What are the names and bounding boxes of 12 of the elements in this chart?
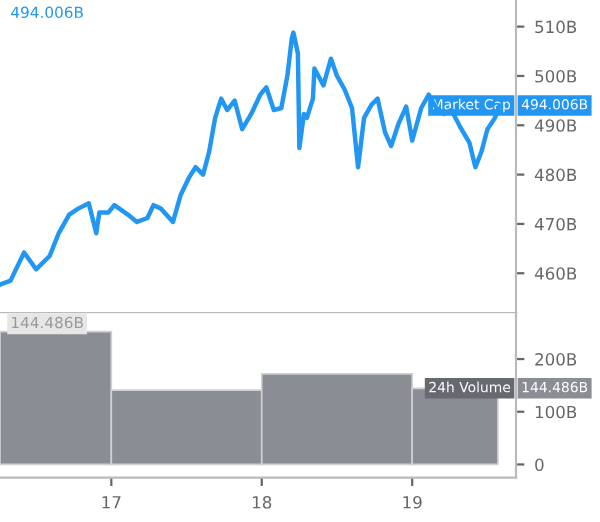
y-tick-label: 470B [534,217,577,231]
y-tick-label: 490B [534,119,577,132]
x-tick-label: 19 [403,495,422,509]
y-tick-label: 100B [535,405,577,419]
y-tick-label: 480B [534,168,577,182]
x-tick-label: 18 [252,495,272,509]
x-tick-label: 17 [102,496,121,509]
y-tick-label: 510B [535,20,577,34]
y-tick-label: 0 [535,458,544,472]
y-tick-label: 500B [535,69,577,83]
y-tick-label: 200B [535,353,577,366]
y-tick-label: 460B [534,267,577,280]
